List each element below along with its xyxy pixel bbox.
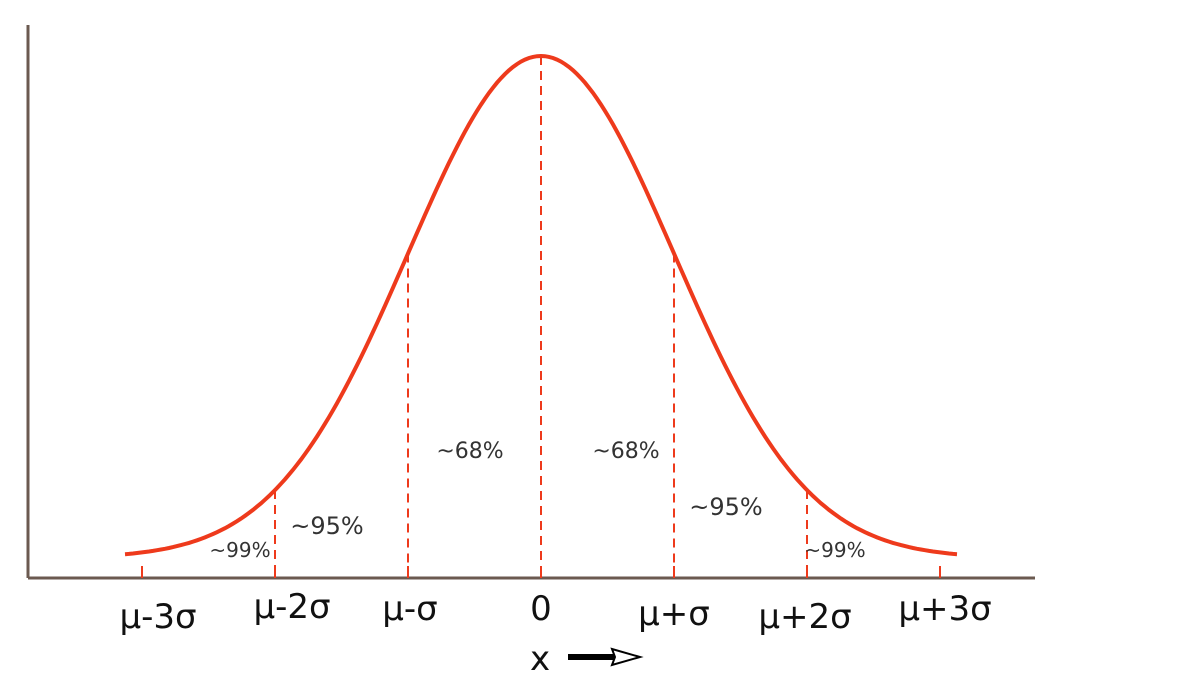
tick-label: μ-σ — [382, 589, 437, 629]
annotation: ~95% — [689, 493, 762, 521]
tick-label: μ+3σ — [898, 589, 991, 629]
tick-label: μ-3σ — [119, 597, 196, 637]
tick-label: 0 — [530, 589, 552, 629]
tick-label: μ+σ — [638, 594, 710, 634]
annotation: ~99% — [209, 538, 270, 562]
normal-curve — [124, 53, 958, 557]
annotation: ~95% — [290, 512, 363, 540]
annotation: ~68% — [592, 439, 659, 464]
guides — [141, 56, 941, 578]
annotation: ~99% — [804, 538, 865, 562]
arrow — [568, 647, 644, 667]
tick-label: μ-2σ — [253, 587, 330, 627]
tick-label: μ+2σ — [758, 597, 851, 637]
x-axis-label: x — [530, 639, 550, 675]
annotation: ~68% — [436, 439, 503, 464]
